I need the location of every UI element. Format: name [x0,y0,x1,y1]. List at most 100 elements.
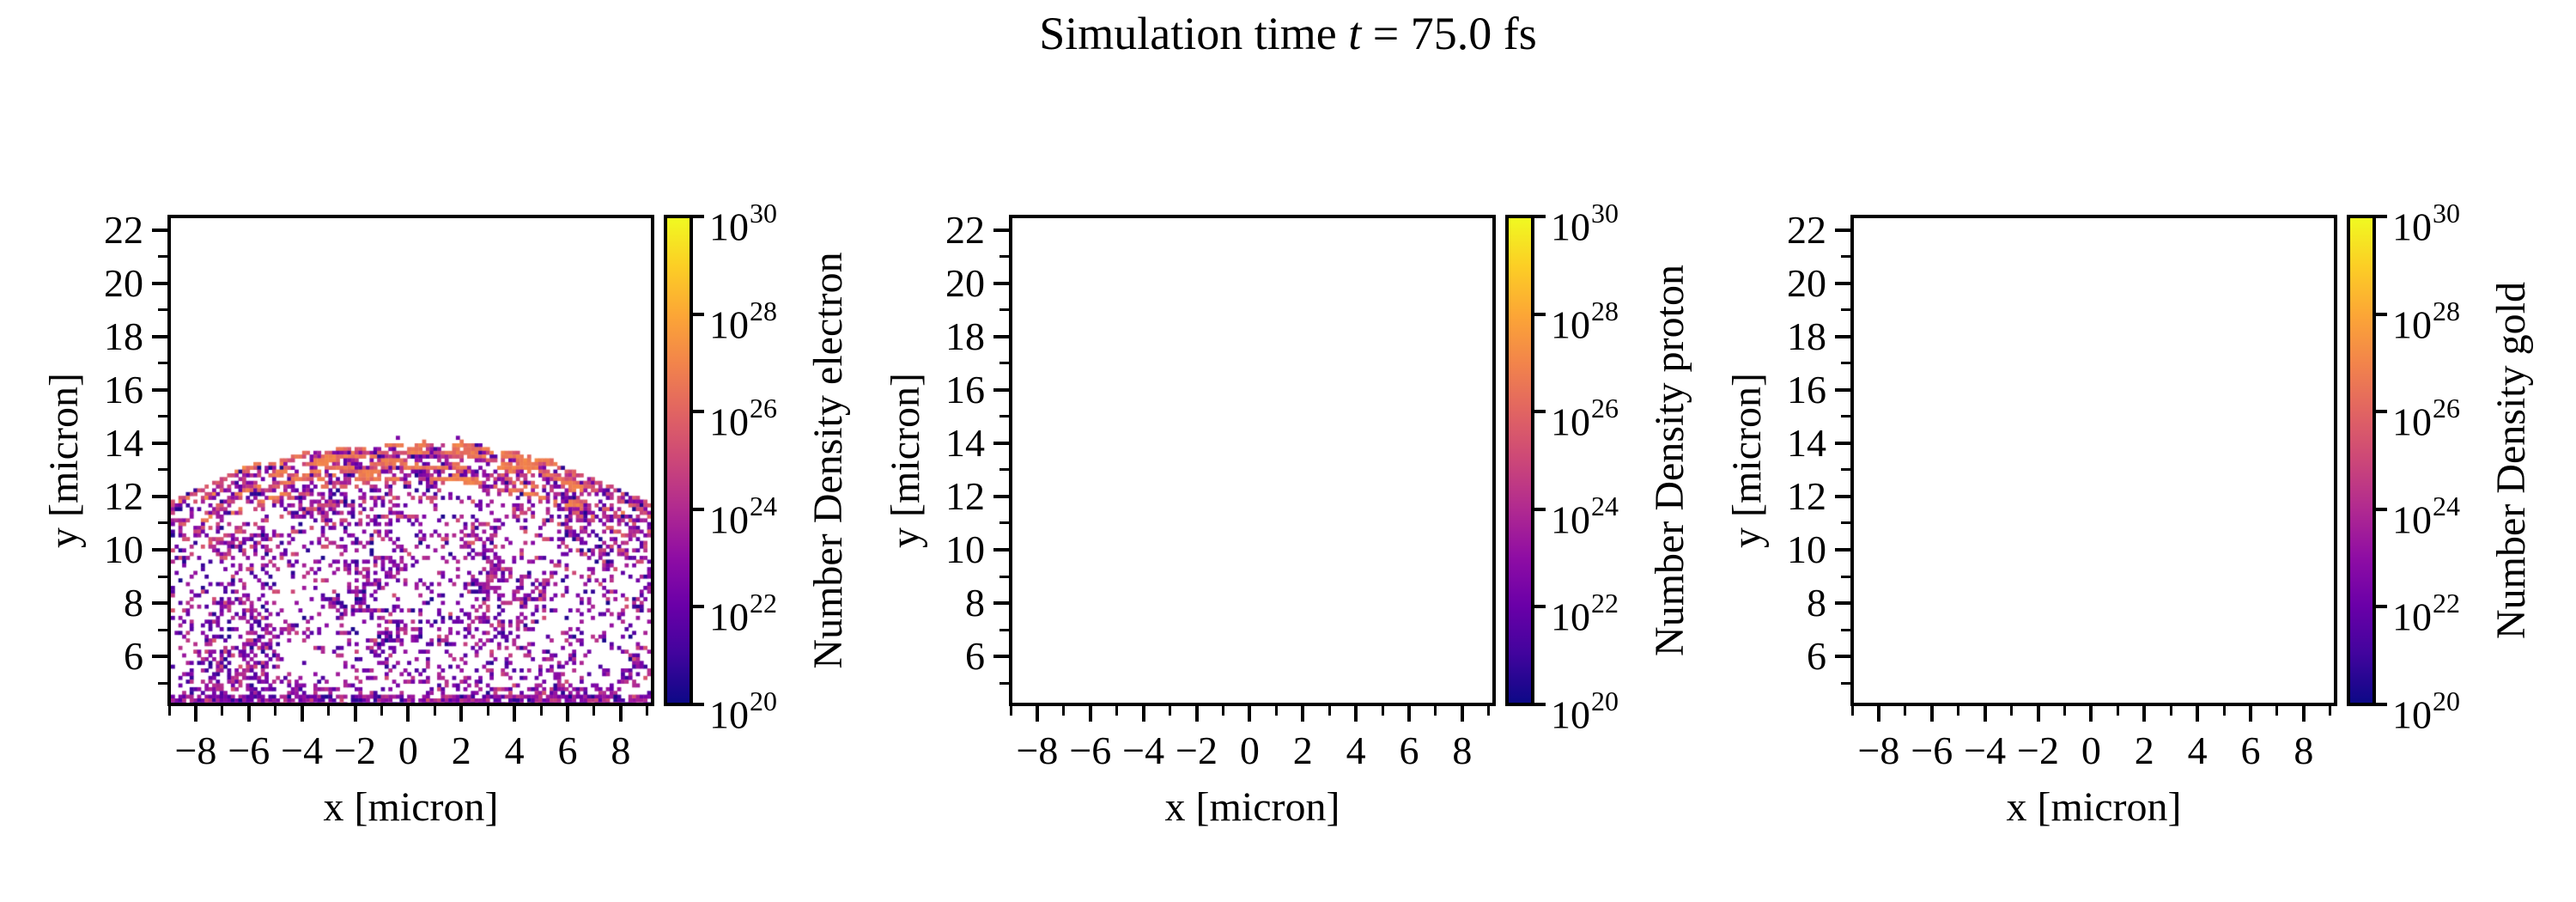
x-tick-label: −6 [1069,728,1112,772]
y-minor-tick [158,468,167,472]
x-major-tick [1354,706,1358,722]
colorbar-gradient [1509,218,1531,703]
y-minor-tick [158,255,167,259]
x-minor-tick [1327,706,1331,716]
colorbar [1505,215,1534,706]
x-minor-tick [167,706,171,716]
x-major-tick [2301,706,2306,722]
y-tick-label: 8 [124,581,143,625]
colorbar-tick-label: 1022 [2392,588,2460,639]
y-major-tick [993,547,1009,552]
y-minor-tick [999,468,1009,472]
x-major-tick [1088,706,1092,722]
y-tick-label: 8 [1807,581,1826,625]
y-minor-tick [1841,468,1850,472]
y-tick-label: 16 [1787,367,1826,411]
x-minor-tick [1221,706,1224,716]
y-major-tick [1835,441,1850,445]
colorbar-tick [2376,410,2387,414]
colorbar-tick-label: 1020 [709,686,777,737]
y-minor-tick [1841,681,1850,685]
y-tick-label: 6 [124,634,143,679]
y-major-tick [152,547,167,552]
x-tick-label: −4 [281,728,324,772]
colorbar-tick [1534,507,1546,511]
x-axis-label: x [micron] [1164,784,1340,830]
y-tick-label: 20 [104,260,143,305]
x-minor-tick [433,706,436,716]
y-major-tick [1835,547,1850,552]
x-tick-label: 0 [2081,728,2101,772]
colorbar-tick-label: 1026 [709,393,777,444]
x-major-tick [1407,706,1411,722]
x-tick-label: −4 [1122,728,1165,772]
y-tick-label: 18 [945,314,985,358]
y-tick-label: 14 [104,420,143,465]
y-major-tick [152,281,167,285]
x-major-tick [1929,706,1934,722]
x-major-tick [193,706,197,722]
x-minor-tick [1487,706,1491,716]
x-minor-tick [1957,706,1960,716]
x-tick-label: 4 [1346,728,1366,772]
y-major-tick [993,281,1009,285]
figure-title: Simulation time t = 75.0 fs [0,7,2576,60]
x-major-tick [459,706,464,722]
x-minor-tick [221,706,224,716]
x-minor-tick [2010,706,2014,716]
colorbar-tick [693,605,704,609]
y-tick-label: 22 [104,207,143,252]
plot-area [1850,215,2337,706]
x-tick-label: −6 [228,728,270,772]
x-minor-tick [1115,706,1119,716]
colorbar-tick [1534,605,1546,609]
colorbar-gradient [2350,218,2372,703]
x-major-tick [618,706,623,722]
colorbar-tick-label: 1022 [709,588,777,639]
colorbar-gradient [667,218,690,703]
y-tick-label: 22 [1787,207,1826,252]
x-minor-tick [2222,706,2226,716]
colorbar-tick-label: 1030 [1551,198,1619,249]
x-minor-tick [592,706,596,716]
y-minor-tick [999,628,1009,631]
y-tick-label: 14 [945,420,985,465]
x-minor-tick [1381,706,1384,716]
y-major-tick [152,387,167,392]
colorbar-tick [693,507,704,511]
y-axis-label: y [micron] [41,373,87,548]
y-minor-tick [999,255,1009,259]
colorbar [664,215,693,706]
y-major-tick [993,228,1009,232]
plot-area [167,215,654,706]
colorbar-tick [693,312,704,316]
colorbar-tick [1534,703,1546,706]
colorbar-tick [693,410,704,414]
x-minor-tick [1904,706,1907,716]
y-major-tick [152,655,167,659]
x-minor-tick [327,706,331,716]
x-major-tick [1460,706,1464,722]
colorbar-tick [2376,605,2387,609]
figure-title-value: = 75.0 fs [1361,8,1537,59]
y-tick-label: 10 [945,527,985,571]
x-major-tick [1194,706,1199,722]
x-major-tick [300,706,304,722]
y-minor-tick [158,362,167,365]
x-tick-label: 6 [1399,728,1419,772]
x-major-tick [2196,706,2200,722]
x-tick-label: −8 [174,728,217,772]
colorbar-tick-label: 1028 [1551,295,1619,346]
figure-title-variable: t [1348,8,1362,59]
colorbar-tick-label: 1028 [709,295,777,346]
x-major-tick [1876,706,1880,722]
x-minor-tick [2329,706,2332,716]
x-major-tick [1035,706,1039,722]
x-major-tick [2036,706,2040,722]
x-axis-label: x [micron] [323,784,499,830]
y-minor-tick [999,415,1009,418]
y-tick-label: 12 [104,473,143,518]
y-major-tick [1835,655,1850,659]
y-minor-tick [158,628,167,631]
colorbar-tick-label: 1022 [1551,588,1619,639]
